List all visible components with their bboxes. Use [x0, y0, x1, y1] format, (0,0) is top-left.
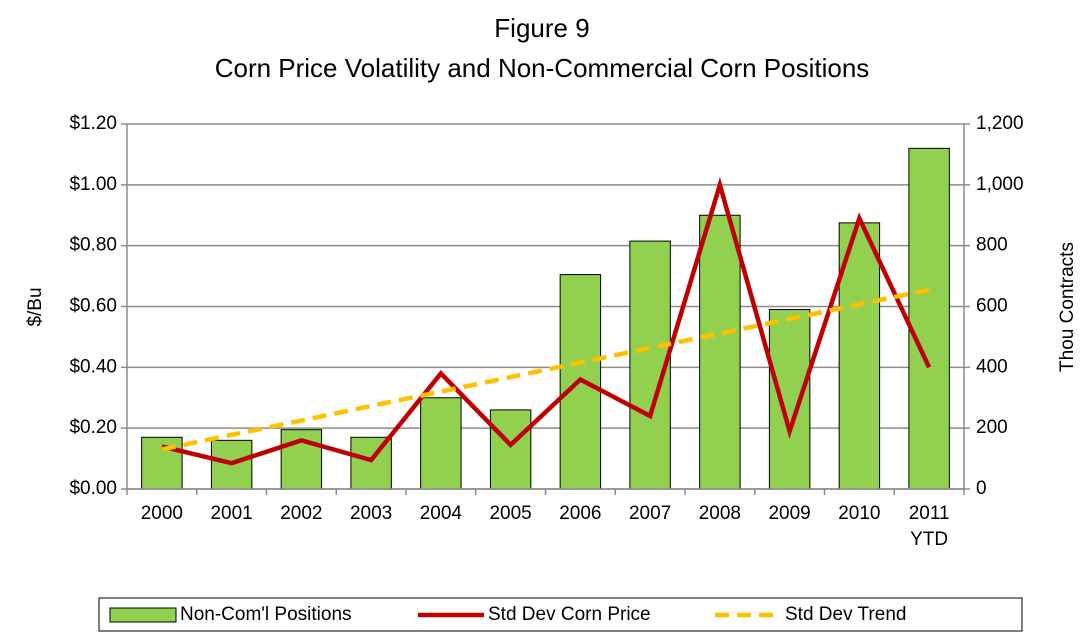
y-tick-label: $0.00	[69, 478, 117, 499]
bar	[141, 436, 183, 490]
y2-tick-label: 1,000	[976, 174, 1024, 195]
y2-tick-label: 200	[976, 417, 1008, 438]
x-tick-label: 2003	[349, 503, 393, 524]
y-tick-label: $0.40	[69, 356, 117, 377]
x-tick-label: 2001	[210, 503, 253, 524]
y-tick-label: $1.00	[69, 174, 117, 195]
bar	[908, 147, 950, 490]
chart-subtitle: Corn Price Volatility and Non-Commercial…	[215, 53, 870, 83]
chart-title: Figure 9	[494, 13, 589, 43]
bar	[420, 397, 462, 490]
y-tick-label: $0.20	[69, 417, 117, 438]
y2-tick-label: 800	[976, 235, 1008, 256]
legend-swatch	[109, 607, 177, 623]
x-tick-label: 2008	[698, 503, 742, 524]
y2-tick-label: 1,200	[976, 113, 1024, 134]
y2-tick-label: 600	[976, 296, 1008, 317]
y-tick-label: $1.20	[69, 113, 117, 134]
y-axis-title: $/Bu	[25, 287, 46, 326]
x-tick-label: 2007	[628, 503, 672, 524]
x-tick-label: 2004	[419, 503, 463, 524]
x-tick-label: 2002	[280, 503, 323, 524]
bar	[699, 214, 741, 490]
bar	[838, 222, 881, 490]
line	[161, 287, 930, 452]
y-tick-label: $0.60	[69, 296, 117, 317]
y2-axis-title: Thou Contracts	[1057, 242, 1078, 372]
y2-tick-label: 0	[976, 478, 987, 499]
x-tick-label: 2009	[768, 503, 811, 524]
line	[161, 176, 932, 466]
legend-box	[98, 597, 1023, 632]
bar	[768, 309, 811, 490]
legend-label: Non-Com'l Positions	[180, 604, 352, 625]
x-tick-label: 2011 YTD	[908, 503, 950, 550]
y2-tick-label: 400	[976, 356, 1008, 377]
x-tick-label: 2010	[838, 503, 881, 524]
legend-label: Std Dev Corn Price	[488, 604, 651, 625]
y-tick-label: $0.80	[69, 235, 117, 256]
x-tick-label: 2006	[559, 503, 602, 524]
x-tick-label: 2005	[489, 503, 532, 524]
x-tick-label: 2000	[140, 503, 184, 524]
legend-label: Std Dev Trend	[785, 604, 906, 625]
bar	[489, 409, 532, 490]
